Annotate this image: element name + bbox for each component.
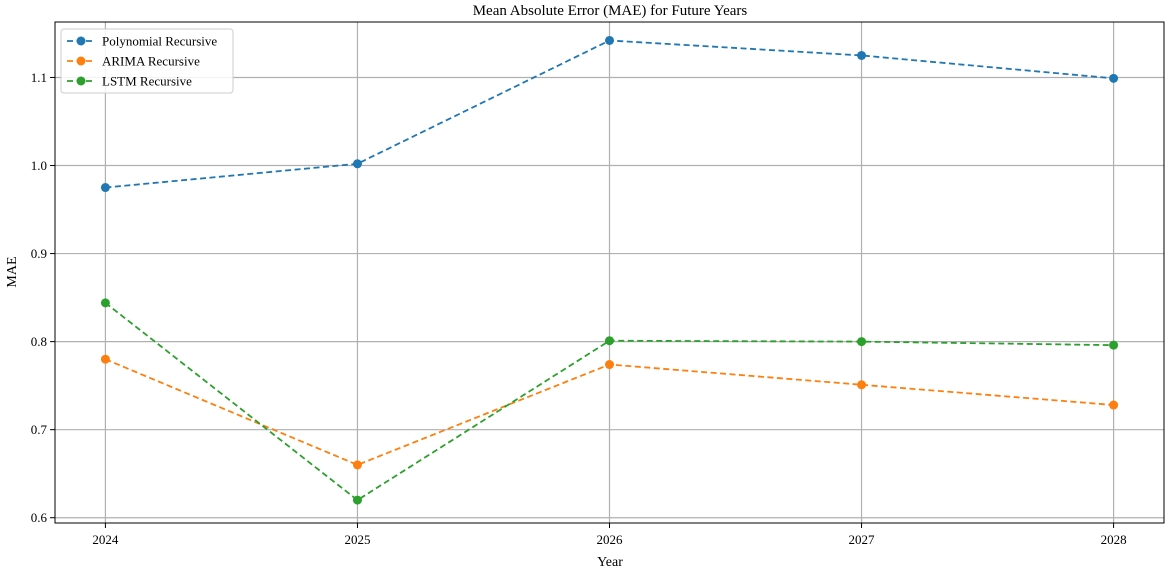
x-tick-label: 2025	[344, 532, 370, 547]
legend-arima-recursive-marker	[76, 56, 86, 66]
x-tick-label: 2026	[597, 532, 624, 547]
y-tick-label: 0.6	[31, 510, 48, 525]
arima-recursive-point	[100, 354, 110, 364]
lstm-recursive-point	[100, 298, 110, 308]
grid-layer	[55, 22, 1164, 523]
tick-layer: 2024 2025 2026 2027 2028 0.6 0.7 0.8 0.9 1.0 1.1	[31, 70, 1127, 547]
polynomial-recursive-point	[605, 35, 614, 45]
y-tick-label: 1.1	[31, 70, 47, 85]
legend-polynomial-recursive-marker	[76, 36, 86, 46]
y-tick-label: 0.9	[31, 246, 47, 261]
legend-polynomial-recursive-label: Polynomial Recursive	[102, 34, 217, 49]
arima-recursive-point	[605, 360, 614, 370]
x-tick-label: 2027	[849, 532, 876, 547]
polynomial-recursive-point	[100, 183, 110, 193]
arima-recursive-point	[857, 380, 867, 390]
lstm-recursive-point	[352, 495, 362, 505]
legend-lstm-recursive-marker	[76, 76, 86, 86]
legend: Polynomial Recursive ARIMA Recursive LSTM …	[60, 28, 234, 94]
lstm-recursive-point	[857, 337, 867, 347]
y-axis-label: MAE	[5, 256, 20, 287]
polynomial-recursive-point	[352, 159, 362, 169]
x-tick-label: 2028	[1101, 532, 1127, 547]
legend-box	[60, 28, 234, 94]
y-tick-label: 0.7	[31, 422, 48, 437]
series-layer	[100, 35, 1119, 505]
x-tick-label: 2024	[92, 532, 119, 547]
legend-arima-recursive-label: ARIMA Recursive	[102, 54, 200, 69]
polynomial-recursive-point	[857, 50, 867, 60]
y-tick-label: 1.0	[31, 158, 47, 173]
x-axis-label: Year	[597, 555, 623, 570]
lstm-recursive-point	[1109, 340, 1119, 350]
chart-title: Mean Absolute Error (MAE) for Future Yea…	[473, 3, 748, 19]
polynomial-recursive-point	[1109, 73, 1119, 83]
arima-recursive-point	[1109, 400, 1119, 410]
arima-recursive-point	[352, 460, 362, 470]
legend-lstm-recursive-label: LSTM Recursive	[102, 74, 192, 89]
lstm-recursive-point	[605, 336, 614, 346]
y-tick-label: 0.8	[31, 334, 47, 349]
